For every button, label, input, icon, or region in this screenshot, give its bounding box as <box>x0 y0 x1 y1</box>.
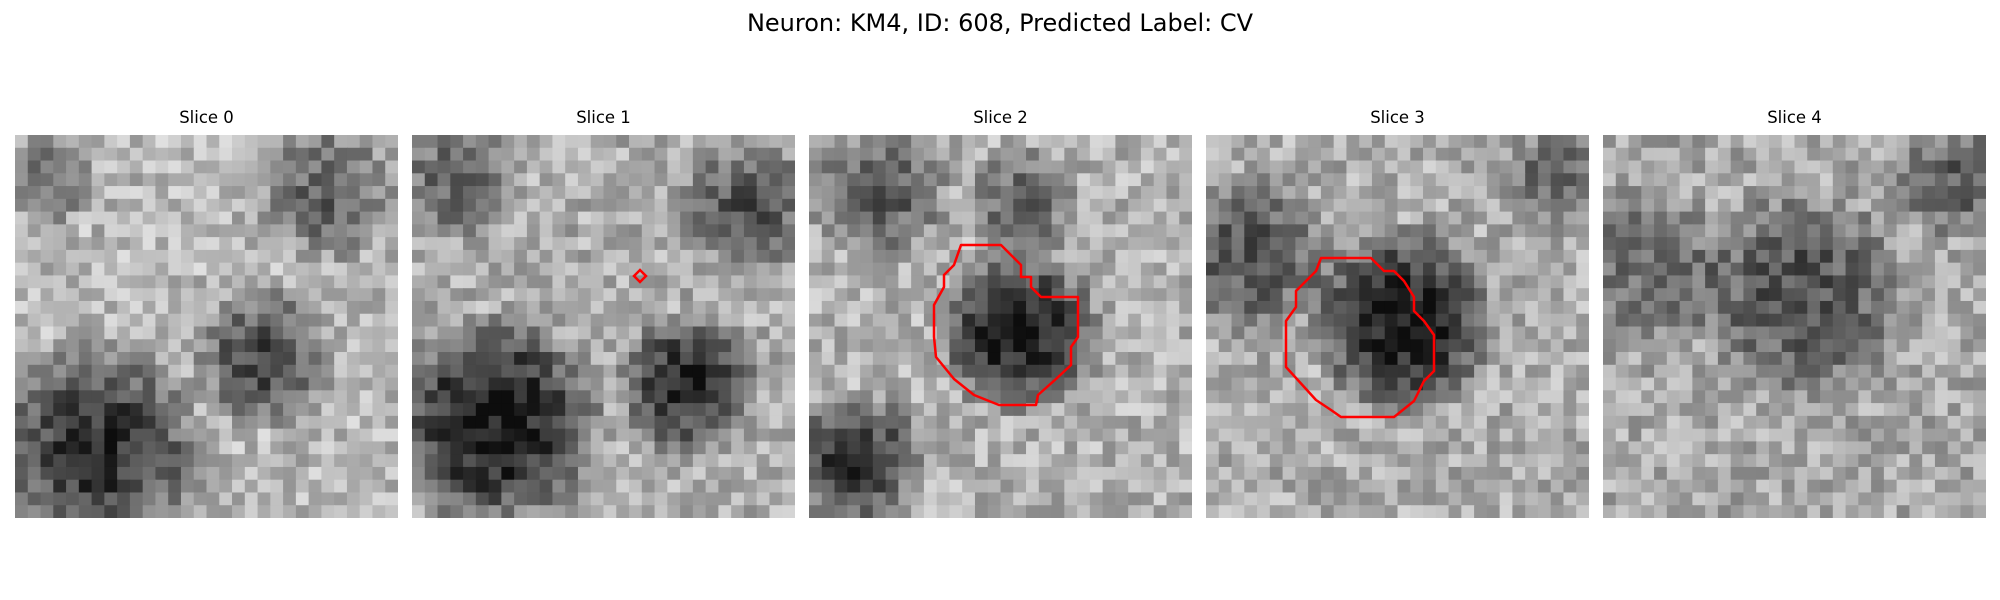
contour-marker <box>632 268 648 284</box>
slice-panel: Slice 4 <box>1603 108 1986 518</box>
slice-title: Slice 0 <box>179 108 234 127</box>
contour-outline <box>1284 256 1436 419</box>
slice-image <box>1603 135 1986 518</box>
slice-image <box>809 135 1192 518</box>
slice-panel: Slice 3 <box>1206 108 1589 518</box>
slice-panel: Slice 1 <box>412 108 795 518</box>
slice-title: Slice 3 <box>1370 108 1425 127</box>
slice-panel: Slice 0 <box>15 108 398 518</box>
slice-title: Slice 2 <box>973 108 1028 127</box>
slice-panel: Slice 2 <box>809 108 1192 518</box>
contour-outline <box>932 243 1080 407</box>
slice-title: Slice 1 <box>576 108 631 127</box>
figure-title: Neuron: KM4, ID: 608, Predicted Label: C… <box>746 9 1254 37</box>
slice-image <box>1206 135 1589 518</box>
slice-image <box>412 135 795 518</box>
slice-image <box>15 135 398 518</box>
slice-title: Slice 4 <box>1767 108 1822 127</box>
